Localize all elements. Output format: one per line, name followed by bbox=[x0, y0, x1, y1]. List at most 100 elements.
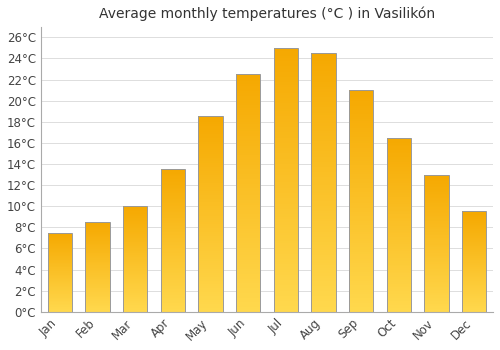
Bar bbox=[386, 207, 411, 209]
Bar bbox=[462, 245, 486, 246]
Bar bbox=[274, 85, 298, 88]
Bar bbox=[85, 222, 110, 223]
Bar bbox=[424, 175, 449, 176]
Bar bbox=[349, 108, 374, 110]
Bar bbox=[48, 257, 72, 258]
Bar bbox=[48, 300, 72, 301]
Bar bbox=[160, 240, 185, 242]
Bar bbox=[236, 207, 260, 210]
Bar bbox=[123, 252, 148, 253]
Bar bbox=[160, 282, 185, 283]
Bar bbox=[85, 257, 110, 258]
Bar bbox=[274, 167, 298, 169]
Bar bbox=[198, 173, 222, 175]
Bar bbox=[349, 210, 374, 212]
Bar bbox=[48, 309, 72, 310]
Bar bbox=[462, 297, 486, 298]
Bar bbox=[160, 181, 185, 182]
Bar bbox=[198, 294, 222, 296]
Bar bbox=[236, 226, 260, 229]
Bar bbox=[424, 235, 449, 236]
Bar bbox=[424, 284, 449, 286]
Bar bbox=[424, 210, 449, 212]
Bar bbox=[85, 285, 110, 286]
Bar bbox=[160, 260, 185, 262]
Bar bbox=[312, 268, 336, 271]
Bar bbox=[160, 226, 185, 228]
Bar bbox=[274, 82, 298, 85]
Bar bbox=[160, 256, 185, 258]
Bar bbox=[424, 239, 449, 240]
Bar bbox=[462, 307, 486, 308]
Bar bbox=[386, 239, 411, 240]
Bar bbox=[48, 311, 72, 312]
Bar bbox=[160, 171, 185, 172]
Bar bbox=[85, 240, 110, 241]
Bar bbox=[349, 265, 374, 267]
Bar bbox=[160, 179, 185, 181]
Bar bbox=[48, 296, 72, 297]
Bar bbox=[424, 283, 449, 284]
Bar bbox=[85, 294, 110, 295]
Bar bbox=[424, 221, 449, 223]
Bar bbox=[312, 216, 336, 219]
Bar bbox=[274, 153, 298, 156]
Bar bbox=[349, 214, 374, 216]
Bar bbox=[462, 311, 486, 312]
Bar bbox=[424, 290, 449, 291]
Bar bbox=[236, 236, 260, 238]
Bar bbox=[198, 273, 222, 275]
Bar bbox=[274, 290, 298, 293]
Bar bbox=[462, 238, 486, 239]
Bar bbox=[386, 294, 411, 296]
Bar bbox=[123, 233, 148, 234]
Bar bbox=[386, 188, 411, 190]
Bar bbox=[123, 255, 148, 256]
Bar bbox=[424, 199, 449, 201]
Bar bbox=[198, 161, 222, 163]
Bar bbox=[236, 124, 260, 126]
Bar bbox=[236, 110, 260, 112]
Bar bbox=[424, 294, 449, 295]
Bar bbox=[274, 61, 298, 64]
Bar bbox=[424, 306, 449, 308]
Bar bbox=[386, 183, 411, 185]
Bar bbox=[424, 225, 449, 227]
Bar bbox=[462, 284, 486, 285]
Bar bbox=[462, 309, 486, 310]
Bar bbox=[123, 229, 148, 230]
Bar bbox=[312, 63, 336, 66]
Bar bbox=[48, 273, 72, 274]
Bar bbox=[123, 239, 148, 240]
Bar bbox=[274, 132, 298, 135]
Bar bbox=[48, 308, 72, 309]
Bar bbox=[424, 232, 449, 233]
Bar bbox=[160, 205, 185, 206]
Bar bbox=[349, 276, 374, 279]
Bar bbox=[312, 247, 336, 250]
Bar bbox=[386, 287, 411, 289]
Bar bbox=[160, 188, 185, 189]
Bar bbox=[274, 204, 298, 206]
Bar bbox=[386, 284, 411, 286]
Bar bbox=[462, 294, 486, 295]
Bar bbox=[424, 253, 449, 254]
Bar bbox=[424, 248, 449, 250]
Bar bbox=[424, 266, 449, 268]
Bar bbox=[386, 157, 411, 159]
Bar bbox=[462, 231, 486, 232]
Bar bbox=[386, 289, 411, 291]
Bar bbox=[48, 240, 72, 241]
Bar bbox=[386, 159, 411, 160]
Bar bbox=[386, 301, 411, 303]
Bar bbox=[349, 274, 374, 276]
Bar bbox=[160, 259, 185, 260]
Bar bbox=[48, 283, 72, 284]
Bar bbox=[312, 172, 336, 175]
Bar bbox=[386, 244, 411, 246]
Bar bbox=[274, 196, 298, 198]
Bar bbox=[424, 276, 449, 278]
Bar bbox=[312, 260, 336, 262]
Bar bbox=[123, 271, 148, 272]
Bar bbox=[236, 96, 260, 98]
